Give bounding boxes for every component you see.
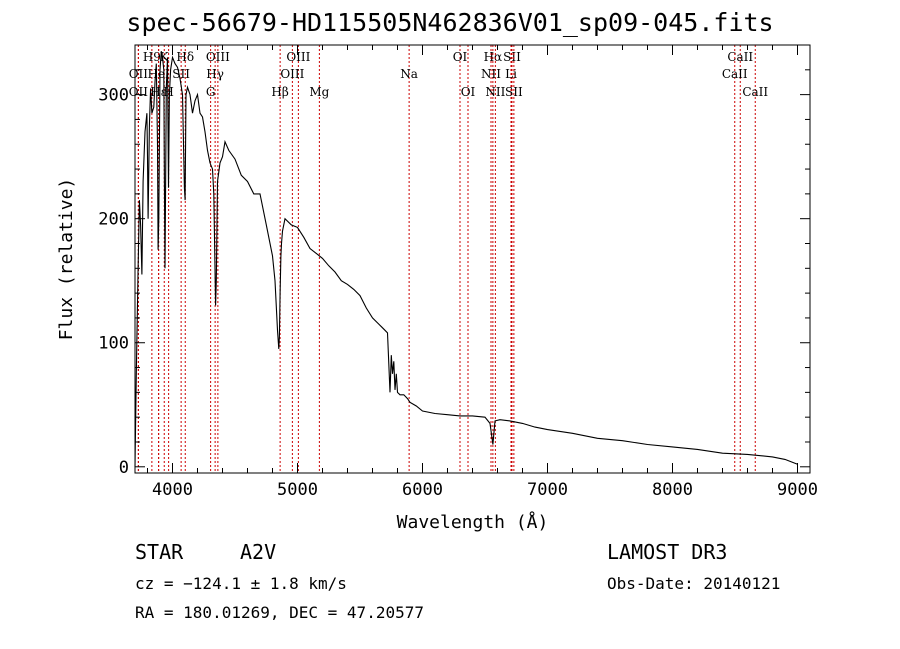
line-label: H bbox=[163, 85, 173, 99]
line-label: OIII bbox=[286, 50, 310, 64]
y-tick-label: 100 bbox=[98, 334, 129, 354]
series-line bbox=[134, 51, 798, 467]
line-label: K bbox=[160, 50, 170, 64]
line-label: SII bbox=[503, 50, 521, 64]
line-label: OII bbox=[129, 85, 149, 99]
line-label: G bbox=[206, 85, 216, 99]
line-label: OI bbox=[453, 50, 468, 64]
line-label: H9 bbox=[143, 50, 161, 64]
line-label: Hα bbox=[484, 50, 503, 64]
y-tick-label: 200 bbox=[98, 210, 129, 230]
series-group bbox=[134, 51, 798, 467]
line-label: SII bbox=[505, 85, 523, 99]
x-tick-label: 9000 bbox=[777, 480, 818, 500]
y-tick-label: 0 bbox=[119, 458, 129, 478]
coordinates: RA = 180.01269, DEC = 47.20577 bbox=[135, 603, 424, 622]
y-axis-label: Flux (relative) bbox=[56, 178, 77, 341]
line-label: Hβ bbox=[271, 85, 288, 99]
line-label: CaII bbox=[727, 50, 753, 64]
x-tick-label: 4000 bbox=[152, 480, 193, 500]
line-label: SII bbox=[172, 67, 190, 81]
x-tick-label: 6000 bbox=[402, 480, 443, 500]
line-label: CaII bbox=[742, 85, 768, 99]
x-tick-label: 7000 bbox=[527, 480, 568, 500]
object-class: STAR bbox=[135, 540, 184, 564]
x-axis-label: Wavelength (Å) bbox=[397, 511, 549, 533]
line-label: CaII bbox=[722, 67, 748, 81]
line-label: Hγ bbox=[206, 67, 224, 81]
line-label: NII bbox=[481, 67, 501, 81]
x-tick-label: 5000 bbox=[277, 480, 318, 500]
object-subclass: A2V bbox=[240, 540, 277, 564]
line-label: Mg bbox=[309, 85, 329, 99]
line-label: OIII bbox=[280, 67, 304, 81]
axis-ticks: 4000 5000 6000 7000 8000 9000 0 100 200 300 bbox=[98, 45, 818, 500]
survey-name: LAMOST DR3 bbox=[607, 540, 728, 564]
chart-title: spec-56679-HD115505N462836V01_sp09-045.f… bbox=[126, 8, 774, 37]
redshift-velocity: cz = −124.1 ± 1.8 km/s bbox=[135, 574, 347, 593]
line-label: Hδ bbox=[176, 50, 194, 64]
line-label: Na bbox=[400, 67, 418, 81]
line-label: OIII bbox=[206, 50, 230, 64]
y-tick-label: 300 bbox=[98, 86, 129, 106]
line-label: NII bbox=[485, 85, 505, 99]
observation-date: Obs-Date: 20140121 bbox=[607, 574, 781, 593]
plot-frame bbox=[134, 44, 811, 474]
x-tick-label: 8000 bbox=[652, 480, 693, 500]
line-label: OI bbox=[461, 85, 476, 99]
line-label: Li bbox=[505, 67, 517, 81]
